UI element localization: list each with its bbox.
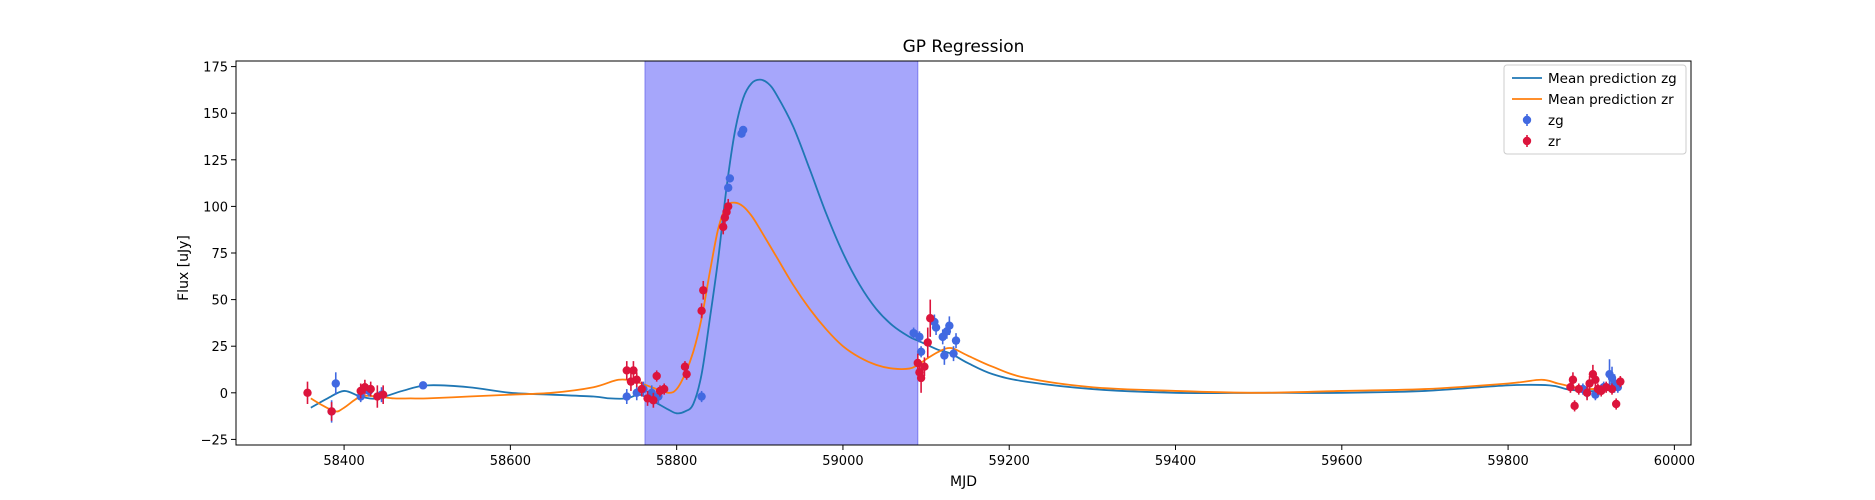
y-tick-label-125: 125 [203, 154, 228, 169]
point-zr-38 [1591, 375, 1600, 384]
point-zg-12 [724, 183, 733, 192]
y-tick-label-175: 175 [203, 61, 228, 76]
point-zg-20 [931, 323, 941, 332]
legend-label-2: zg [1548, 113, 1564, 129]
point-zr-17 [680, 362, 690, 371]
legend: Mean prediction zg Mean prediction zr zg zr [1503, 64, 1687, 155]
point-zr-24 [724, 202, 733, 211]
point-zr-27 [916, 373, 926, 383]
x-tick-label-59000: 59000 [822, 454, 863, 469]
x-tick-label-58400: 58400 [323, 454, 364, 469]
legend-marker-2 [1522, 115, 1532, 125]
shaded-region [644, 61, 919, 445]
point-zg-22 [940, 351, 949, 360]
y-tick-label-150: 150 [203, 107, 228, 122]
point-zr-19 [697, 306, 706, 315]
point-zr-32 [1568, 375, 1578, 384]
plot-content [303, 61, 1625, 445]
point-zr-20 [699, 286, 708, 295]
point-zr-34 [1574, 384, 1583, 394]
point-zr-43 [1611, 399, 1621, 409]
point-zr-10 [632, 375, 641, 384]
legend-box [1503, 64, 1687, 155]
point-zr-14 [652, 371, 661, 381]
x-tick-label-59400: 59400 [1155, 454, 1196, 469]
legend-marker-3 [1522, 136, 1532, 146]
point-zr-44 [1616, 377, 1625, 386]
point-zr-4 [366, 384, 375, 394]
x-tick-label-58800: 58800 [656, 454, 697, 469]
series-line-zr [310, 201, 1621, 413]
axes: 58400 58600 58800 59000 59200 59400 59600 59800… [201, 60, 1695, 469]
y-axis-label: Flux [uJy] [176, 235, 192, 301]
point-zr-13 [649, 396, 658, 405]
x-tick-label-59200: 59200 [989, 454, 1030, 469]
y-tick-label-75: 75 [211, 247, 228, 262]
series-line-zg [310, 78, 1617, 415]
y-tick-label-100: 100 [203, 200, 228, 215]
point-zg-18 [916, 347, 926, 356]
point-zr-1 [327, 407, 336, 416]
chart-title: GP Regression [903, 37, 1025, 57]
point-zg-11 [697, 392, 706, 401]
point-zr-11 [637, 384, 646, 394]
y-tick-label--25: −25 [201, 433, 228, 448]
point-zg-15 [738, 125, 748, 135]
point-zr-30 [926, 314, 935, 323]
point-zr-7 [622, 366, 631, 375]
point-zr-16 [659, 384, 669, 394]
legend-label-3: zr [1548, 134, 1561, 150]
plot-area [303, 61, 1625, 445]
point-zg-5 [418, 381, 428, 390]
point-zg-1 [331, 379, 340, 388]
legend-label-1: Mean prediction zr [1548, 92, 1674, 108]
point-zr-33 [1570, 401, 1579, 411]
y-tick-label-50: 50 [211, 294, 228, 309]
point-zr-21 [719, 222, 728, 232]
point-zr-42 [1607, 384, 1617, 394]
point-zg-6 [622, 392, 631, 401]
point-zg-25 [949, 349, 958, 358]
legend-label-0: Mean prediction zg [1548, 71, 1677, 87]
point-zg-13 [725, 174, 735, 183]
y-tick-label-0: 0 [220, 387, 228, 402]
point-zg-17 [915, 332, 924, 342]
point-zg-24 [945, 321, 954, 330]
point-zg-26 [951, 336, 961, 345]
x-tick-label-59800: 59800 [1487, 454, 1528, 469]
x-tick-label-60000: 60000 [1654, 454, 1695, 469]
point-zr-28 [920, 362, 929, 371]
point-zr-9 [629, 366, 638, 375]
point-zr-18 [682, 369, 691, 379]
x-tick-label-59600: 59600 [1321, 454, 1362, 469]
x-tick-label-58600: 58600 [490, 454, 531, 469]
x-axis-label: MJD [950, 474, 977, 490]
y-tick-label-25: 25 [211, 340, 228, 355]
point-zr-6 [378, 390, 388, 399]
point-zr-0 [303, 388, 312, 398]
point-zr-29 [923, 338, 932, 347]
